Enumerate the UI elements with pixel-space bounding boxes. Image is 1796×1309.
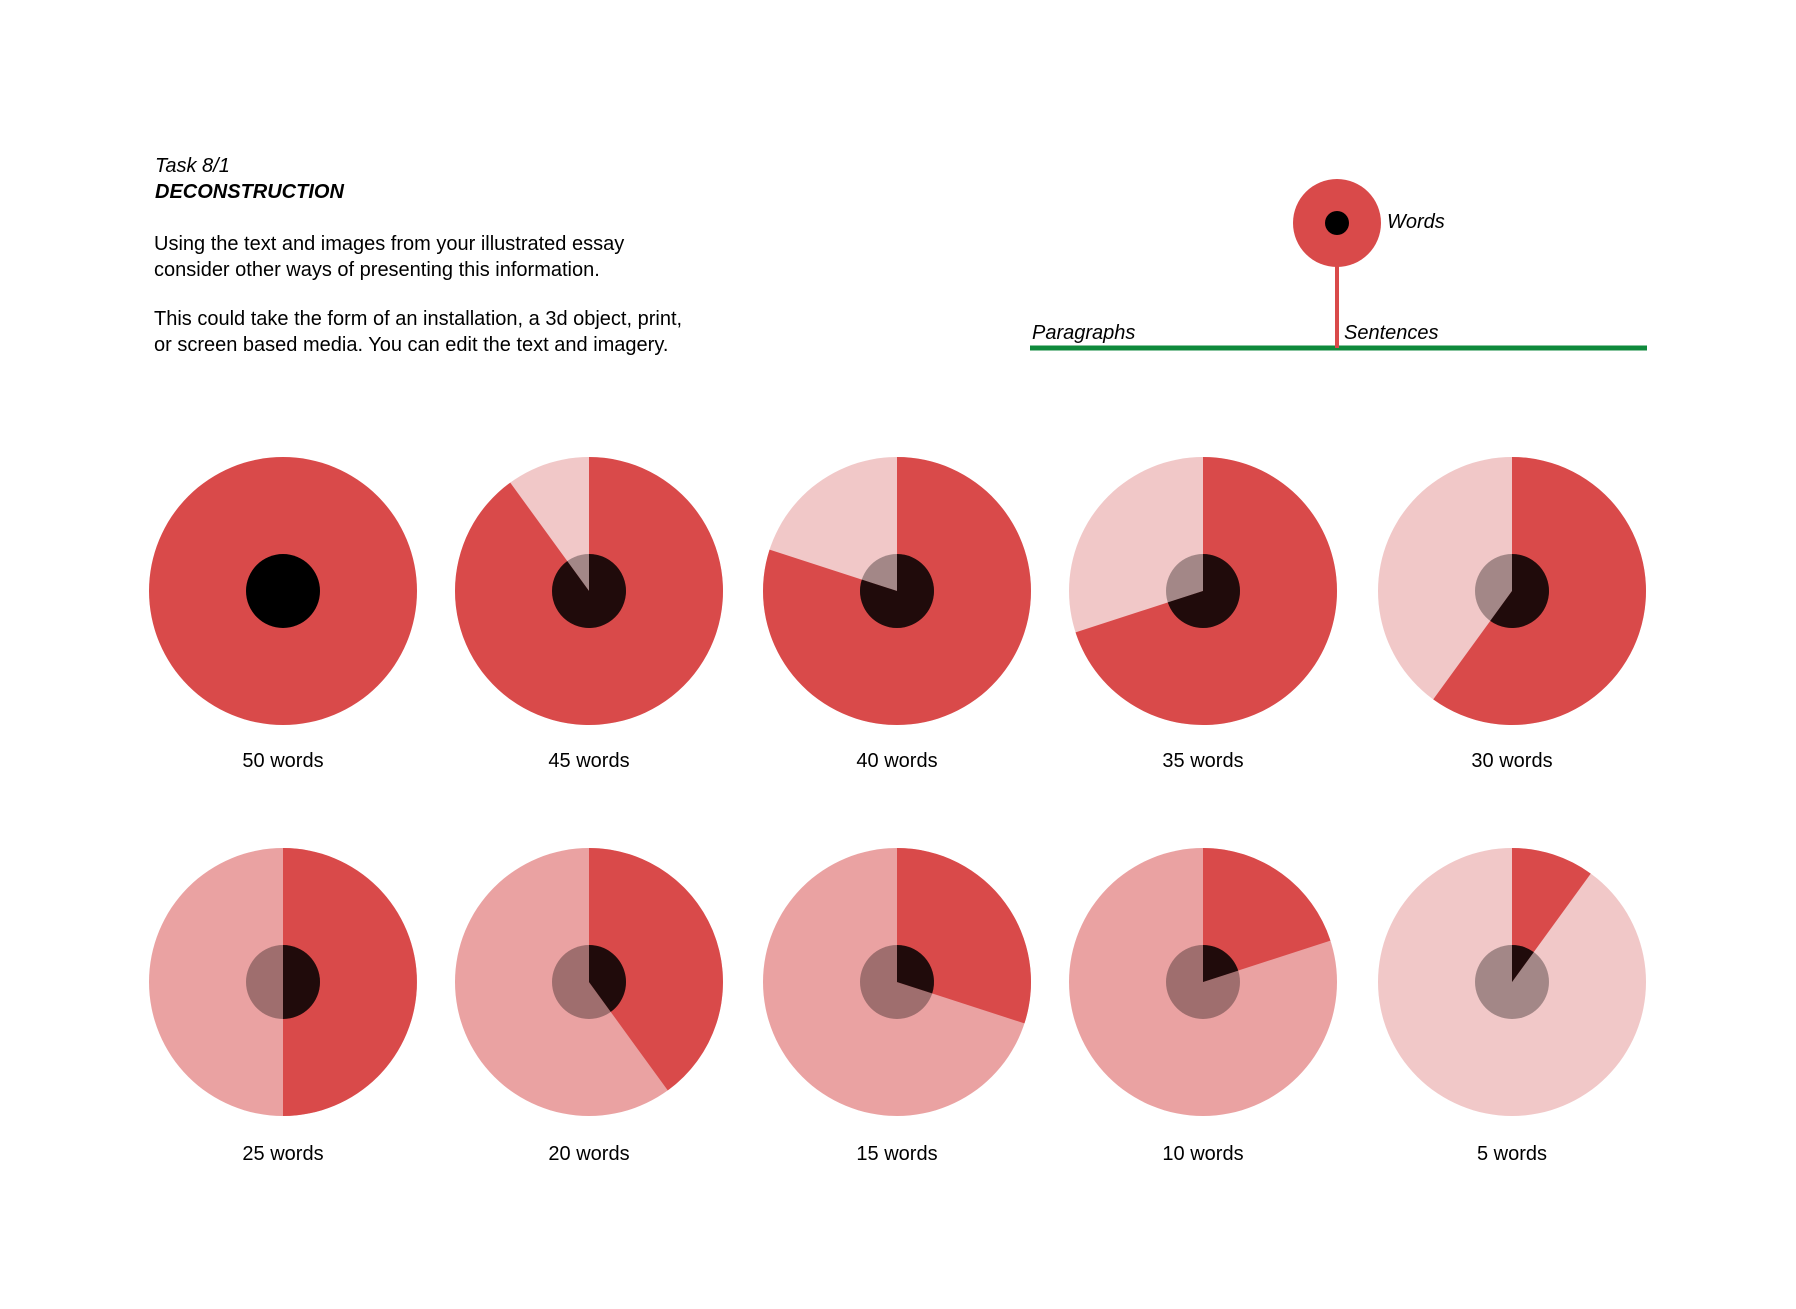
instructions-paragraph-1: Using the text and images from your illu… xyxy=(154,231,754,283)
wheel: 50 words xyxy=(149,457,417,772)
legend-paragraphs-label: Paragraphs xyxy=(1032,322,1136,344)
task-number: Task 8/1 xyxy=(155,155,230,177)
wheel-active-sector xyxy=(589,848,724,1091)
wheel-label: 25 words xyxy=(242,1143,323,1165)
paragraph-line: Using the text and images from your illu… xyxy=(154,233,625,255)
wheel-center-sector xyxy=(1203,945,1239,982)
wheel: 10 words xyxy=(1069,848,1337,1165)
wheel-label: 35 words xyxy=(1162,750,1243,772)
legend-sentences-label: Sentences xyxy=(1344,322,1439,344)
wheel-label: 45 words xyxy=(548,750,629,772)
wheel-center-sector xyxy=(859,554,934,628)
task-title: DECONSTRUCTION xyxy=(155,181,344,203)
wheel-label: 20 words xyxy=(548,1143,629,1165)
wheel: 35 words xyxy=(1069,457,1337,772)
paragraph-line: This could take the form of an installat… xyxy=(154,308,683,330)
wheel-center-sector xyxy=(1167,554,1241,628)
wheel: 25 words xyxy=(149,848,417,1165)
wheel-label: 5 words xyxy=(1477,1143,1547,1165)
wheel-label: 50 words xyxy=(242,750,323,772)
wheel-center-sector xyxy=(1512,945,1534,982)
wheel-label: 30 words xyxy=(1471,750,1552,772)
wheel: 45 words xyxy=(455,456,723,772)
wheel-center-sector xyxy=(1490,553,1549,628)
wheel-center xyxy=(246,554,320,628)
wheel: 20 words xyxy=(455,848,724,1165)
wheel-active-sector xyxy=(1203,848,1331,982)
wheel: 40 words xyxy=(763,457,1031,772)
wheel-active-sector xyxy=(283,848,417,1116)
legend-words-label: Words xyxy=(1387,211,1445,233)
wheel-active-sector xyxy=(1512,848,1591,982)
wheel-label: 40 words xyxy=(856,750,937,772)
wheel-center-sector xyxy=(897,945,935,994)
words-center-dot xyxy=(1325,211,1349,235)
wheel-center-sector xyxy=(552,554,626,628)
paragraph-line: consider other ways of presenting this i… xyxy=(154,259,600,281)
instructions-paragraph-2: This could take the form of an installat… xyxy=(154,306,754,358)
wheel-center-sector xyxy=(589,945,627,1012)
wheel: 15 words xyxy=(763,848,1031,1165)
wheel: 5 words xyxy=(1378,848,1646,1165)
wheel: 30 words xyxy=(1378,457,1646,772)
wheel-label: 15 words xyxy=(856,1143,937,1165)
wheel-center-sector xyxy=(283,945,320,1019)
paragraph-line: or screen based media. You can edit the … xyxy=(154,334,669,356)
wheel-label: 10 words xyxy=(1162,1143,1243,1165)
